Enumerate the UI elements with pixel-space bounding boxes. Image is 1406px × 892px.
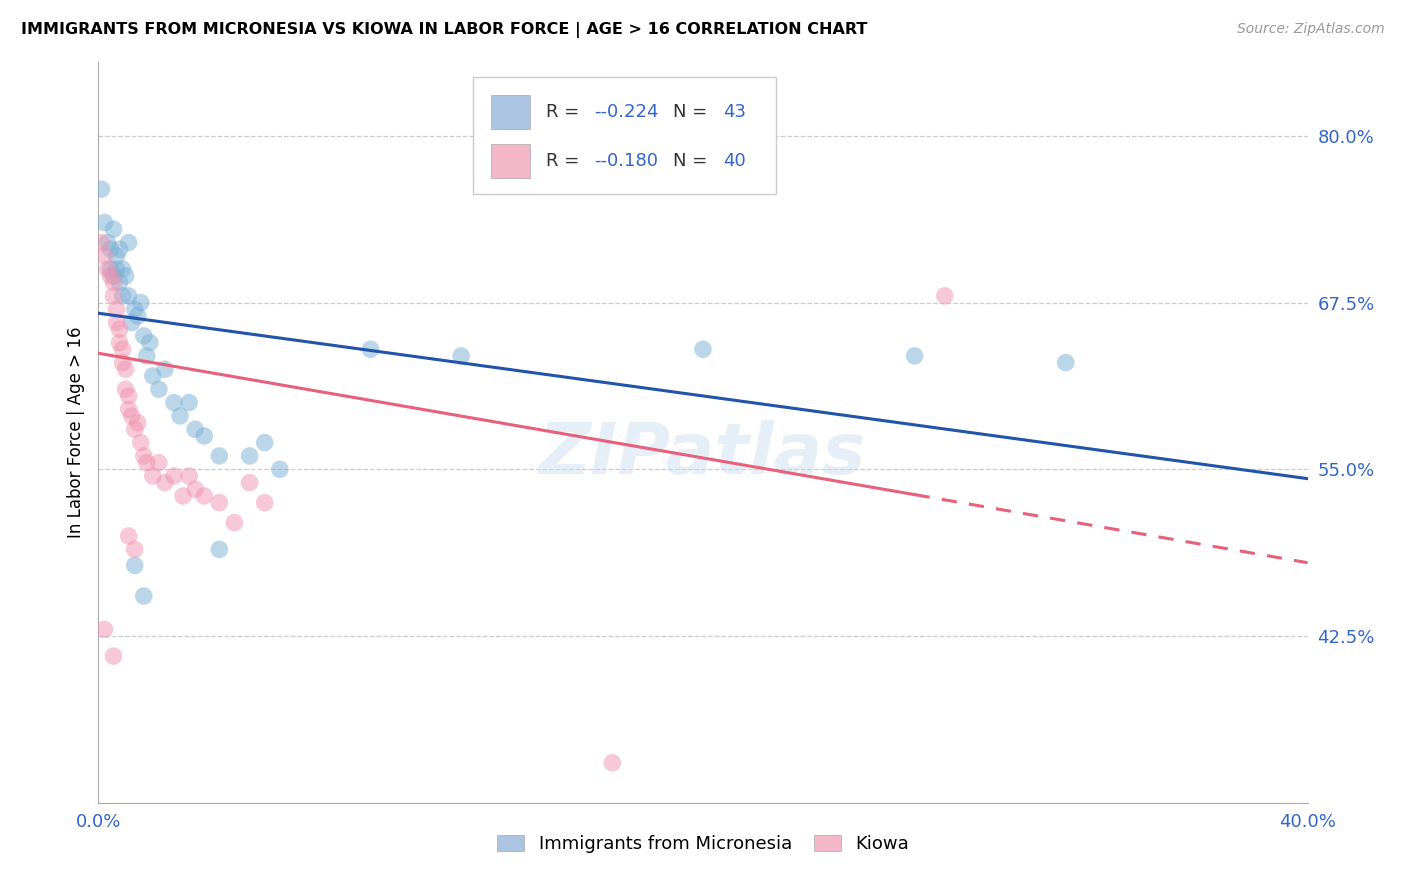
Text: 43: 43	[724, 103, 747, 121]
Point	[208, 542, 231, 557]
Point	[153, 362, 176, 376]
Point	[142, 469, 165, 483]
Point	[114, 268, 136, 283]
Point	[179, 469, 201, 483]
Point	[163, 469, 186, 483]
Point	[105, 249, 128, 263]
Text: R =: R =	[546, 103, 585, 121]
Point	[103, 222, 125, 236]
Point	[118, 235, 141, 250]
Y-axis label: In Labor Force | Age > 16: In Labor Force | Age > 16	[66, 326, 84, 539]
Point	[93, 215, 115, 229]
FancyBboxPatch shape	[474, 78, 776, 194]
Point	[193, 429, 215, 443]
Point	[96, 262, 118, 277]
Text: N =: N =	[672, 152, 713, 169]
Point	[1054, 355, 1077, 369]
Point	[184, 483, 207, 497]
Point	[100, 268, 122, 283]
Text: --0.180: --0.180	[595, 152, 658, 169]
Point	[111, 289, 134, 303]
Point	[132, 329, 155, 343]
Point	[90, 235, 112, 250]
Point	[111, 343, 134, 357]
Point	[93, 249, 115, 263]
Point	[135, 349, 157, 363]
Point	[96, 235, 118, 250]
Point	[114, 362, 136, 376]
Point	[239, 449, 262, 463]
Point	[118, 529, 141, 543]
Point	[148, 456, 170, 470]
Point	[118, 289, 141, 303]
Point	[127, 309, 149, 323]
Point	[135, 456, 157, 470]
Point	[108, 242, 131, 256]
Point	[105, 316, 128, 330]
Point	[105, 302, 128, 317]
Point	[142, 368, 165, 383]
Point	[103, 289, 125, 303]
Point	[148, 382, 170, 396]
Point	[139, 335, 162, 350]
Point	[360, 343, 382, 357]
Text: Source: ZipAtlas.com: Source: ZipAtlas.com	[1237, 22, 1385, 37]
Legend: Immigrants from Micronesia, Kiowa: Immigrants from Micronesia, Kiowa	[489, 828, 917, 861]
Point	[904, 349, 927, 363]
Point	[934, 289, 956, 303]
Point	[163, 395, 186, 409]
Point	[224, 516, 246, 530]
Text: 40: 40	[724, 152, 747, 169]
Point	[103, 276, 125, 290]
Point	[124, 422, 146, 436]
Point	[179, 395, 201, 409]
Point	[208, 449, 231, 463]
Point	[118, 389, 141, 403]
Point	[127, 416, 149, 430]
FancyBboxPatch shape	[492, 145, 530, 178]
Point	[111, 355, 134, 369]
Point	[692, 343, 714, 357]
Point	[269, 462, 291, 476]
Point	[169, 409, 191, 423]
Point	[184, 422, 207, 436]
Point	[239, 475, 262, 490]
Point	[105, 262, 128, 277]
Point	[108, 335, 131, 350]
Point	[100, 242, 122, 256]
Point	[253, 435, 276, 450]
Point	[93, 623, 115, 637]
Point	[153, 475, 176, 490]
Point	[103, 268, 125, 283]
Point	[253, 496, 276, 510]
Point	[121, 409, 143, 423]
Text: R =: R =	[546, 152, 585, 169]
Point	[132, 589, 155, 603]
Point	[108, 276, 131, 290]
Point	[103, 648, 125, 663]
Point	[114, 382, 136, 396]
Text: ZIPatlas: ZIPatlas	[540, 420, 866, 490]
Point	[132, 449, 155, 463]
Point	[602, 756, 624, 770]
Point	[100, 262, 122, 277]
Point	[118, 402, 141, 417]
Point	[121, 316, 143, 330]
Point	[111, 262, 134, 277]
Point	[124, 558, 146, 573]
Point	[124, 542, 146, 557]
Text: IMMIGRANTS FROM MICRONESIA VS KIOWA IN LABOR FORCE | AGE > 16 CORRELATION CHART: IMMIGRANTS FROM MICRONESIA VS KIOWA IN L…	[21, 22, 868, 38]
Text: N =: N =	[672, 103, 713, 121]
Point	[108, 322, 131, 336]
Point	[129, 295, 152, 310]
Point	[172, 489, 194, 503]
Point	[124, 302, 146, 317]
FancyBboxPatch shape	[492, 95, 530, 128]
Point	[193, 489, 215, 503]
Point	[208, 496, 231, 510]
Point	[129, 435, 152, 450]
Point	[450, 349, 472, 363]
Point	[90, 182, 112, 196]
Text: --0.224: --0.224	[595, 103, 658, 121]
